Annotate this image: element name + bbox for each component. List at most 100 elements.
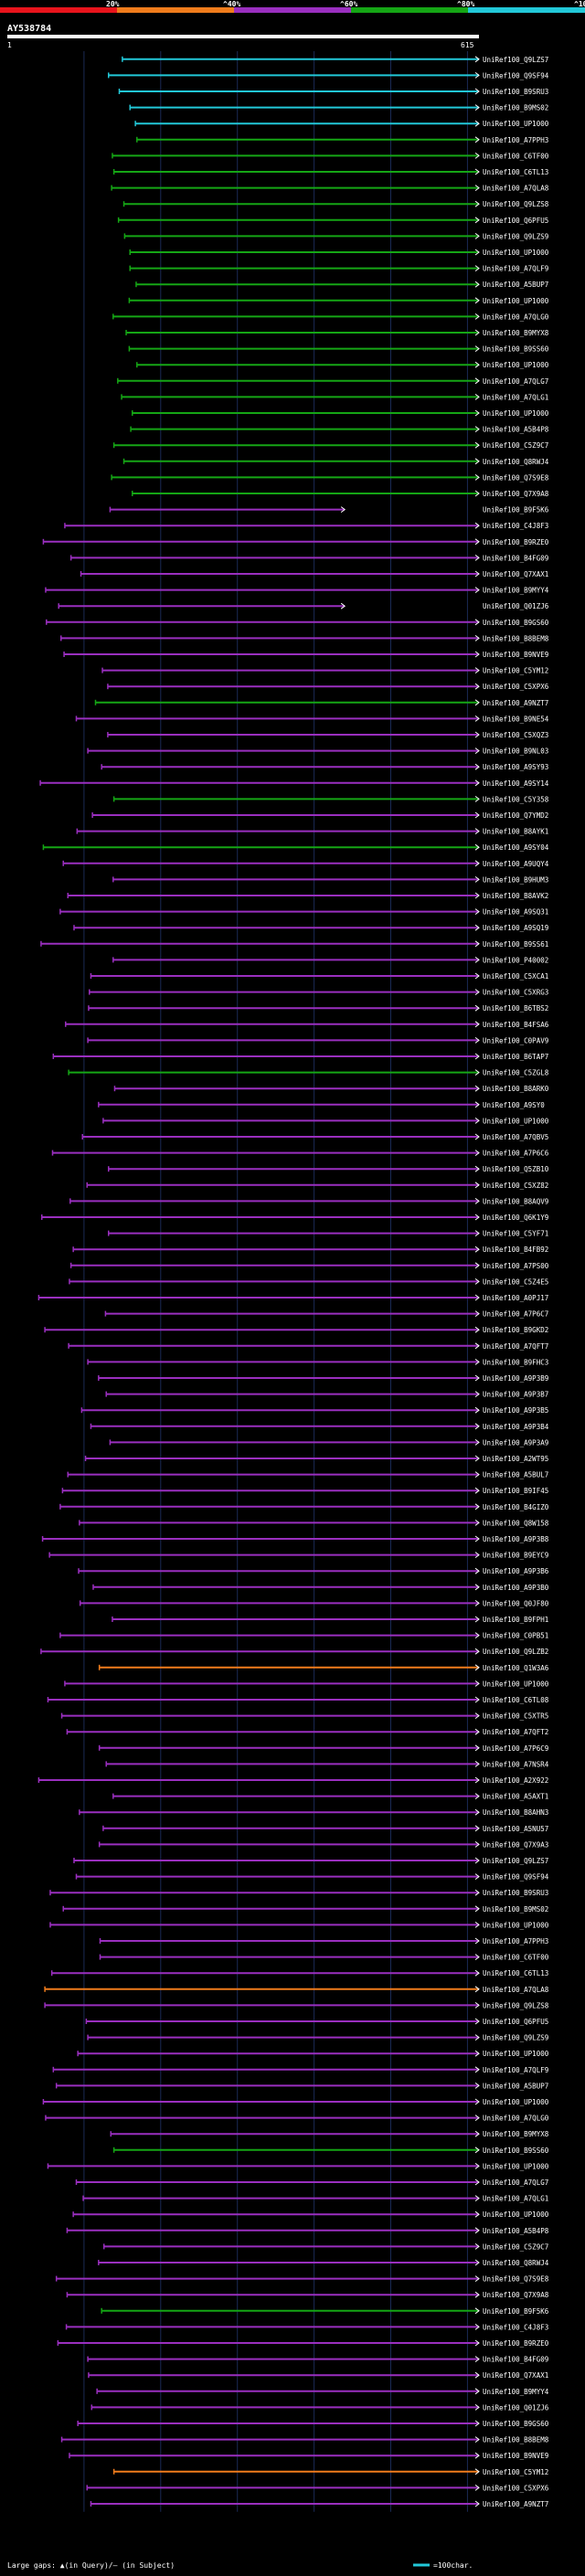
hit-accession-label[interactable]: UniRef100_UP1000 [483, 2098, 549, 2106]
hit-accession-label[interactable]: UniRef100_B4GIZ0 [483, 1503, 549, 1511]
hit-row[interactable]: UniRef100_B9SRU3 [49, 1889, 548, 1897]
hit-row[interactable]: UniRef100_B4FG09 [69, 554, 549, 562]
hit-row[interactable]: UniRef100_C5YF71 [108, 1230, 548, 1238]
hit-accession-label[interactable]: UniRef100_A9SQ31 [483, 908, 548, 917]
hit-accession-label[interactable]: UniRef100_A9P3B8 [483, 1535, 549, 1543]
hit-row[interactable]: UniRef100_A5AXT1 [112, 1793, 548, 1801]
hit-accession-label[interactable]: UniRef100_A5BUP7 [483, 2082, 548, 2090]
hit-accession-label[interactable]: UniRef100_A7QLG7 [483, 377, 548, 386]
hit-accession-label[interactable]: UniRef100_C4J8F3 [483, 522, 548, 530]
hit-accession-label[interactable]: UniRef100_A7NSR4 [483, 1760, 549, 1768]
hit-accession-label[interactable]: UniRef100_A5AXT1 [483, 1793, 548, 1801]
hit-accession-label[interactable]: UniRef100_B9MYY4 [483, 2388, 549, 2396]
hit-row[interactable]: UniRef100_A5BUP7 [55, 2082, 549, 2090]
hit-accession-label[interactable]: UniRef100_A9NZT7 [483, 699, 548, 707]
hit-accession-label[interactable]: UniRef100_A9P3B5 [483, 1406, 548, 1415]
hit-accession-label[interactable]: UniRef100_A5B4P8 [483, 2227, 549, 2235]
hit-row[interactable]: UniRef100_B9NVE9 [63, 651, 548, 659]
hit-row[interactable]: UniRef100_C6TL13 [50, 1969, 549, 1977]
hit-row[interactable]: UniRef100_A7QLA8 [44, 1986, 549, 1994]
hit-row[interactable]: UniRef100_B8ARK0 [113, 1085, 549, 1093]
hit-accession-label[interactable]: UniRef100_C5YF71 [483, 1230, 548, 1238]
hit-row[interactable]: UniRef100_B9NVE9 [69, 2452, 548, 2460]
hit-accession-label[interactable]: UniRef100_C6TF00 [483, 152, 549, 160]
hit-accession-label[interactable]: UniRef100_P40002 [483, 956, 548, 964]
hit-accession-label[interactable]: UniRef100_C5XQZ3 [483, 731, 548, 739]
hit-row[interactable]: UniRef100_A9P3A9 [109, 1438, 548, 1447]
hit-row[interactable]: UniRef100_B4FG09 [87, 2356, 548, 2364]
hit-accession-label[interactable]: UniRef100_B9MYX8 [483, 2130, 549, 2138]
hit-accession-label[interactable]: UniRef100_A7PPH3 [483, 136, 548, 144]
hit-row[interactable]: UniRef100_B9MYX8 [125, 329, 549, 337]
hit-accession-label[interactable]: UniRef100_B9NL03 [483, 747, 548, 756]
hit-row[interactable]: UniRef100_B8AYK1 [76, 828, 548, 836]
hit-row[interactable]: UniRef100_C5ZGL8 [68, 1069, 549, 1077]
hit-row[interactable]: UniRef100_A7P6C9 [98, 1744, 549, 1753]
hit-accession-label[interactable]: UniRef100_C4J8F3 [483, 2323, 548, 2331]
hit-accession-label[interactable]: UniRef100_A9P3B7 [483, 1391, 548, 1399]
hit-row[interactable]: UniRef100_Q5ZB10 [108, 1165, 549, 1173]
hit-row[interactable]: UniRef100_Q7XAX1 [80, 570, 549, 578]
hit-row[interactable]: UniRef100_B8AQV9 [69, 1197, 548, 1205]
hit-accession-label[interactable]: UniRef100_B9EYC9 [483, 1552, 548, 1560]
hit-row[interactable]: UniRef100_A7QBV5 [81, 1133, 548, 1141]
hit-accession-label[interactable]: UniRef100_B9GS60 [483, 619, 549, 627]
hit-accession-label[interactable]: UniRef100_B9FHC3 [483, 1358, 548, 1366]
hit-row[interactable]: UniRef100_UP1000 [77, 2050, 549, 2058]
hit-row[interactable]: UniRef100_B9MYY4 [45, 587, 549, 595]
hit-row[interactable]: UniRef100_A9SY0 [98, 1101, 545, 1109]
hit-accession-label[interactable]: UniRef100_A5BUL7 [483, 1471, 548, 1479]
hit-accession-label[interactable]: UniRef100_Q9LZB2 [483, 1648, 548, 1656]
hit-accession-label[interactable]: UniRef100_A9P3B9 [483, 1374, 548, 1383]
hit-accession-label[interactable]: UniRef100_A9SY93 [483, 763, 548, 771]
hit-row[interactable]: UniRef100_Q6K1Y9 [41, 1214, 548, 1222]
hit-accession-label[interactable]: UniRef100_UP1000 [483, 2162, 549, 2170]
hit-row[interactable]: UniRef100_A7QLG0 [45, 2115, 549, 2123]
hit-row[interactable]: UniRef100_UP1000 [49, 1921, 549, 1929]
hit-row[interactable]: UniRef100_A9P3B8 [41, 1535, 549, 1543]
hit-accession-label[interactable]: UniRef100_Q5ZB10 [483, 1165, 549, 1173]
hit-row[interactable]: UniRef100_B8AVK2 [67, 892, 548, 900]
hit-accession-label[interactable]: UniRef100_UP1000 [483, 297, 549, 305]
hit-accession-label[interactable]: UniRef100_Q7X9A8 [483, 2291, 549, 2299]
hit-accession-label[interactable]: UniRef100_A7QLA8 [483, 1986, 549, 1994]
hit-accession-label[interactable]: UniRef100_B9HUM3 [483, 875, 548, 884]
hit-accession-label[interactable]: UniRef100_B4FB92 [483, 1246, 548, 1254]
hit-accession-label[interactable]: UniRef100_Q9LZS8 [483, 2001, 549, 2009]
hit-accession-label[interactable]: UniRef100_A7P6C9 [483, 1744, 548, 1753]
hit-accession-label[interactable]: UniRef100_A7QLG7 [483, 2178, 548, 2187]
hit-accession-label[interactable]: UniRef100_Q9LZS9 [483, 232, 548, 240]
hit-row[interactable]: UniRef100_B9MS02 [62, 1905, 548, 1913]
hit-accession-label[interactable]: UniRef100_A7QLG1 [483, 2195, 548, 2203]
hit-row[interactable]: UniRef100_B4FSA6 [65, 1021, 549, 1029]
hit-row[interactable]: UniRef100_A7P6C6 [51, 1150, 549, 1158]
hit-accession-label[interactable]: UniRef100_Q7XAX1 [483, 570, 548, 578]
hit-row[interactable]: UniRef100_B9GKD2 [44, 1326, 548, 1334]
hit-accession-label[interactable]: UniRef100_B8AHN3 [483, 1808, 548, 1817]
hit-row[interactable]: UniRef100_A5B4P8 [130, 426, 549, 434]
hit-row[interactable]: UniRef100_C4J8F3 [65, 2323, 549, 2331]
hit-row[interactable]: UniRef100_Q9LZS9 [123, 232, 548, 240]
hit-row[interactable]: UniRef100_A9NZT7 [90, 2500, 548, 2508]
hit-row[interactable]: UniRef100_A9SY04 [42, 843, 549, 852]
hit-accession-label[interactable]: UniRef100_C5Y358 [483, 795, 549, 803]
hit-row[interactable]: UniRef100_Q7XAX1 [88, 2371, 548, 2380]
hit-accession-label[interactable]: UniRef100_Q7S9E8 [483, 2275, 549, 2284]
hit-accession-label[interactable]: UniRef100_A9NZT7 [483, 2500, 548, 2508]
hit-row[interactable]: UniRef100_B9GS60 [46, 619, 549, 627]
hit-row[interactable]: UniRef100_A7QLG0 [112, 313, 549, 321]
hit-row[interactable]: UniRef100_A9P3B4 [90, 1423, 549, 1431]
hit-accession-label[interactable]: UniRef100_A7QLG0 [483, 2115, 549, 2123]
hit-accession-label[interactable]: UniRef100_A9UQY4 [483, 860, 549, 868]
hit-accession-label[interactable]: UniRef100_B9MYY4 [483, 587, 549, 595]
hit-rows[interactable]: UniRef100_Q9LZS7 UniRef100_Q9SF94 UniRef10… [37, 56, 549, 2508]
hit-accession-label[interactable]: UniRef100_A9P3B0 [483, 1584, 549, 1592]
hit-accession-label[interactable]: UniRef100_A7QLG1 [483, 393, 548, 401]
hit-row[interactable]: UniRef100_B8BEM8 [60, 2436, 549, 2444]
hit-accession-label[interactable]: UniRef100_B9SS61 [483, 940, 548, 949]
hit-accession-label[interactable]: UniRef100_Q6K1Y9 [483, 1214, 548, 1222]
hit-accession-label[interactable]: UniRef100_Q7S9E8 [483, 473, 549, 482]
hit-accession-label[interactable]: UniRef100_Q6PFU5 [483, 2018, 548, 2026]
hit-accession-label[interactable]: UniRef100_A7QLA8 [483, 185, 549, 193]
hit-row[interactable]: UniRef100_B9SS60 [112, 2147, 549, 2155]
